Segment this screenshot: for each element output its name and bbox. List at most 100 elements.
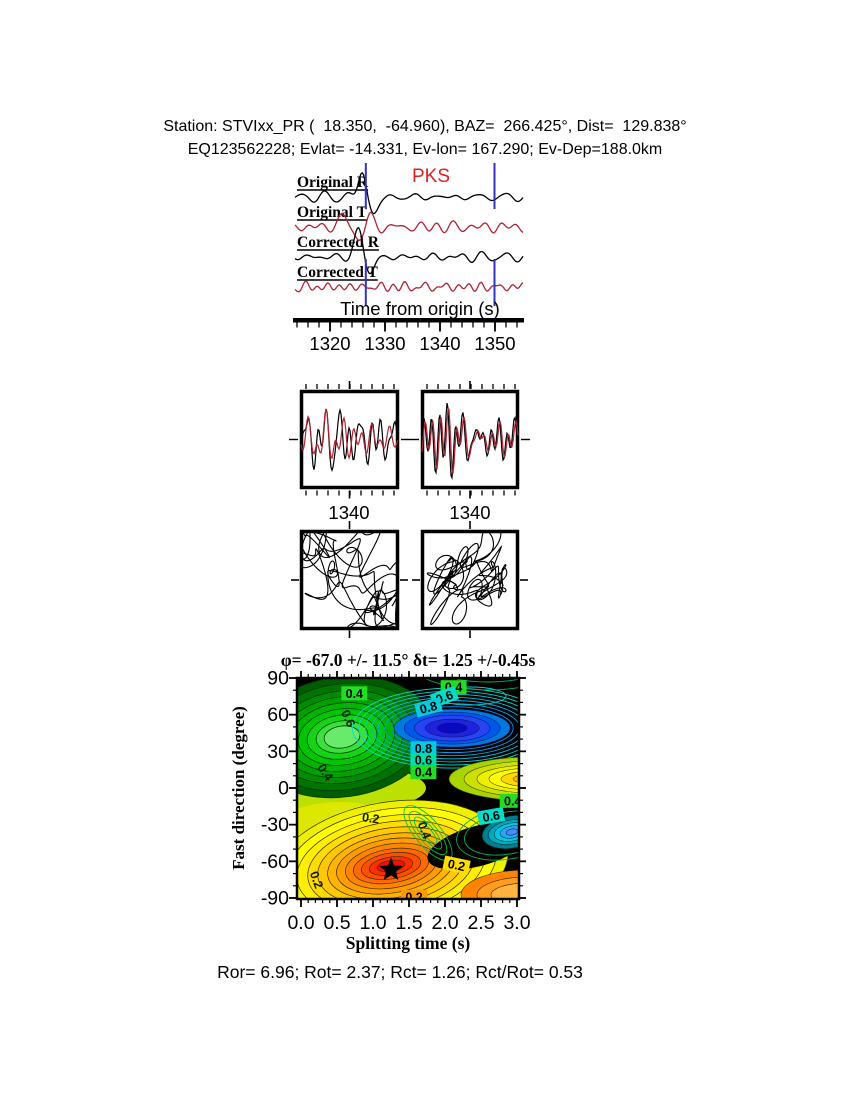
contour-plot: 0.40.60.40.60.80.80.60.40.40.20.40.60.40… bbox=[261, 668, 531, 935]
contour-label-text: 0.2 bbox=[405, 890, 422, 904]
contour-label-text: 0.8 bbox=[418, 699, 438, 717]
contour-label-text: 0.2 bbox=[361, 810, 380, 826]
contour-label-box bbox=[414, 697, 443, 718]
contour-band bbox=[418, 822, 438, 844]
contour-label-box bbox=[499, 793, 519, 808]
time-tick-label: 1340 bbox=[419, 333, 460, 354]
contour-label-text: 0.2 bbox=[307, 869, 326, 890]
contour-band bbox=[413, 816, 443, 850]
contour-band bbox=[450, 678, 519, 683]
trace-label: Corrected T bbox=[297, 264, 378, 281]
comparison-left-traces bbox=[300, 407, 399, 473]
contour-label-box bbox=[341, 686, 368, 701]
contour-label-text: 0.4 bbox=[415, 766, 432, 780]
best-solution-star bbox=[379, 857, 403, 880]
contour-line bbox=[390, 706, 514, 750]
seismogram-trace bbox=[294, 226, 524, 275]
contour-label-box bbox=[410, 741, 437, 756]
figure-header: Station: STVIxx_PR ( 18.350, -64.960), B… bbox=[5, 115, 845, 161]
comparison-left-tick-label: 1340 bbox=[328, 502, 369, 523]
contour-label-text: 0.2 bbox=[446, 857, 466, 874]
contour-value-label: 0.2 bbox=[307, 869, 326, 890]
trace-labels: Original R Original T Corrected R Corrected… bbox=[297, 174, 380, 281]
seismogram-trace bbox=[294, 171, 524, 215]
y-tick-label: -60 bbox=[261, 851, 289, 873]
x-tick-label: 3.0 bbox=[503, 912, 530, 934]
y-tick-label: 0 bbox=[278, 777, 289, 799]
contour-value-label: 0.2 bbox=[361, 810, 380, 826]
time-axis-label: Time from origin (s) bbox=[340, 298, 500, 319]
x-tick-label: 1.0 bbox=[359, 912, 386, 934]
contour-band bbox=[436, 722, 468, 734]
time-tick-label: 1330 bbox=[364, 333, 405, 354]
seismogram-traces bbox=[294, 171, 524, 293]
particle-motion-box bbox=[420, 529, 520, 631]
contour-band bbox=[500, 771, 519, 787]
contour-label-text: 0.4 bbox=[346, 687, 363, 701]
contour-band bbox=[464, 810, 519, 856]
contour-band bbox=[512, 775, 519, 783]
contour-band bbox=[422, 678, 519, 691]
waveform-comparison-panels bbox=[289, 381, 530, 529]
time-tick-label: 1320 bbox=[309, 333, 350, 354]
comparison-right-tick-label: 1340 bbox=[449, 502, 490, 523]
trace-label: Original T bbox=[297, 204, 368, 221]
trace-label: Original R bbox=[297, 174, 369, 191]
contour-value-label: 0.6 bbox=[477, 806, 506, 826]
contour-label-box bbox=[477, 806, 506, 826]
contour-label-text: 0.8 bbox=[415, 742, 432, 756]
slow-trace bbox=[421, 407, 519, 474]
contour-label-box bbox=[410, 752, 437, 767]
contour-value-label: 0.2 bbox=[442, 855, 471, 875]
time-axis-line bbox=[293, 318, 524, 323]
time-tick-label: 1350 bbox=[474, 333, 515, 354]
contour-value-label: 0.4 bbox=[410, 765, 437, 780]
fast-trace bbox=[421, 402, 519, 481]
phase-label: PKS bbox=[412, 166, 450, 187]
contour-band bbox=[490, 882, 519, 899]
particle-motion-panels bbox=[291, 529, 528, 638]
fast-trace bbox=[300, 407, 399, 473]
event-info-line: EQ123562228; Evlat= -14.331, Ev-lon= 167… bbox=[187, 141, 663, 158]
contour-value-label: 0.6 bbox=[338, 708, 358, 730]
contour-label-box bbox=[401, 889, 427, 899]
contour-value-label: 0.4 bbox=[341, 686, 368, 701]
y-tick-label: -90 bbox=[261, 887, 289, 909]
contour-label-text: 0.6 bbox=[338, 708, 358, 730]
seismogram-trace bbox=[294, 211, 524, 241]
contour-value-label: 0.8 bbox=[414, 697, 443, 718]
particle-motion-curve bbox=[426, 530, 508, 626]
seismogram-trace bbox=[294, 280, 524, 293]
contour-label-text: 0.6 bbox=[481, 808, 501, 825]
contour-value-label: 0.6 bbox=[410, 752, 437, 767]
contour-label-text: 0.4 bbox=[504, 794, 521, 808]
time-axis: 1320 1330 1340 1350 bbox=[293, 318, 524, 354]
results-line: Ror= 6.96; Rot= 2.37; Rct= 1.26; Rct/Rot… bbox=[217, 962, 583, 982]
particle-motion-box bbox=[299, 529, 400, 631]
analysis-window-markers bbox=[364, 163, 496, 306]
x-tick-label: 2.5 bbox=[467, 912, 494, 934]
contour-value-label: 0.4 bbox=[499, 793, 521, 808]
y-tick-label: 90 bbox=[267, 668, 289, 690]
contour-xlabel: Splitting time (s) bbox=[346, 933, 471, 953]
trace-label: Corrected R bbox=[297, 234, 380, 251]
contour-label-box bbox=[410, 765, 437, 780]
x-tick-label: 1.5 bbox=[395, 912, 422, 934]
x-tick-label: 0.5 bbox=[323, 912, 350, 934]
y-tick-label: 60 bbox=[267, 704, 289, 726]
contour-label-text: 0.4 bbox=[415, 820, 434, 841]
comparison-right-traces bbox=[421, 402, 519, 481]
y-tick-label: -30 bbox=[261, 814, 289, 836]
particle-motion-curve bbox=[300, 530, 399, 630]
contour-value-label: 0.2 bbox=[401, 889, 427, 904]
y-tick-label: 30 bbox=[267, 741, 289, 763]
contour-band bbox=[408, 810, 448, 856]
contour-value-label: 0.8 bbox=[410, 741, 437, 756]
x-tick-label: 2.0 bbox=[431, 912, 458, 934]
contour-label-box bbox=[442, 855, 471, 875]
contour-value-label: 0.4 bbox=[415, 820, 434, 841]
contour-title: φ= -67.0 +/- 11.5° δt= 1.25 +/-0.45s bbox=[281, 650, 536, 670]
slow-trace bbox=[300, 409, 399, 461]
